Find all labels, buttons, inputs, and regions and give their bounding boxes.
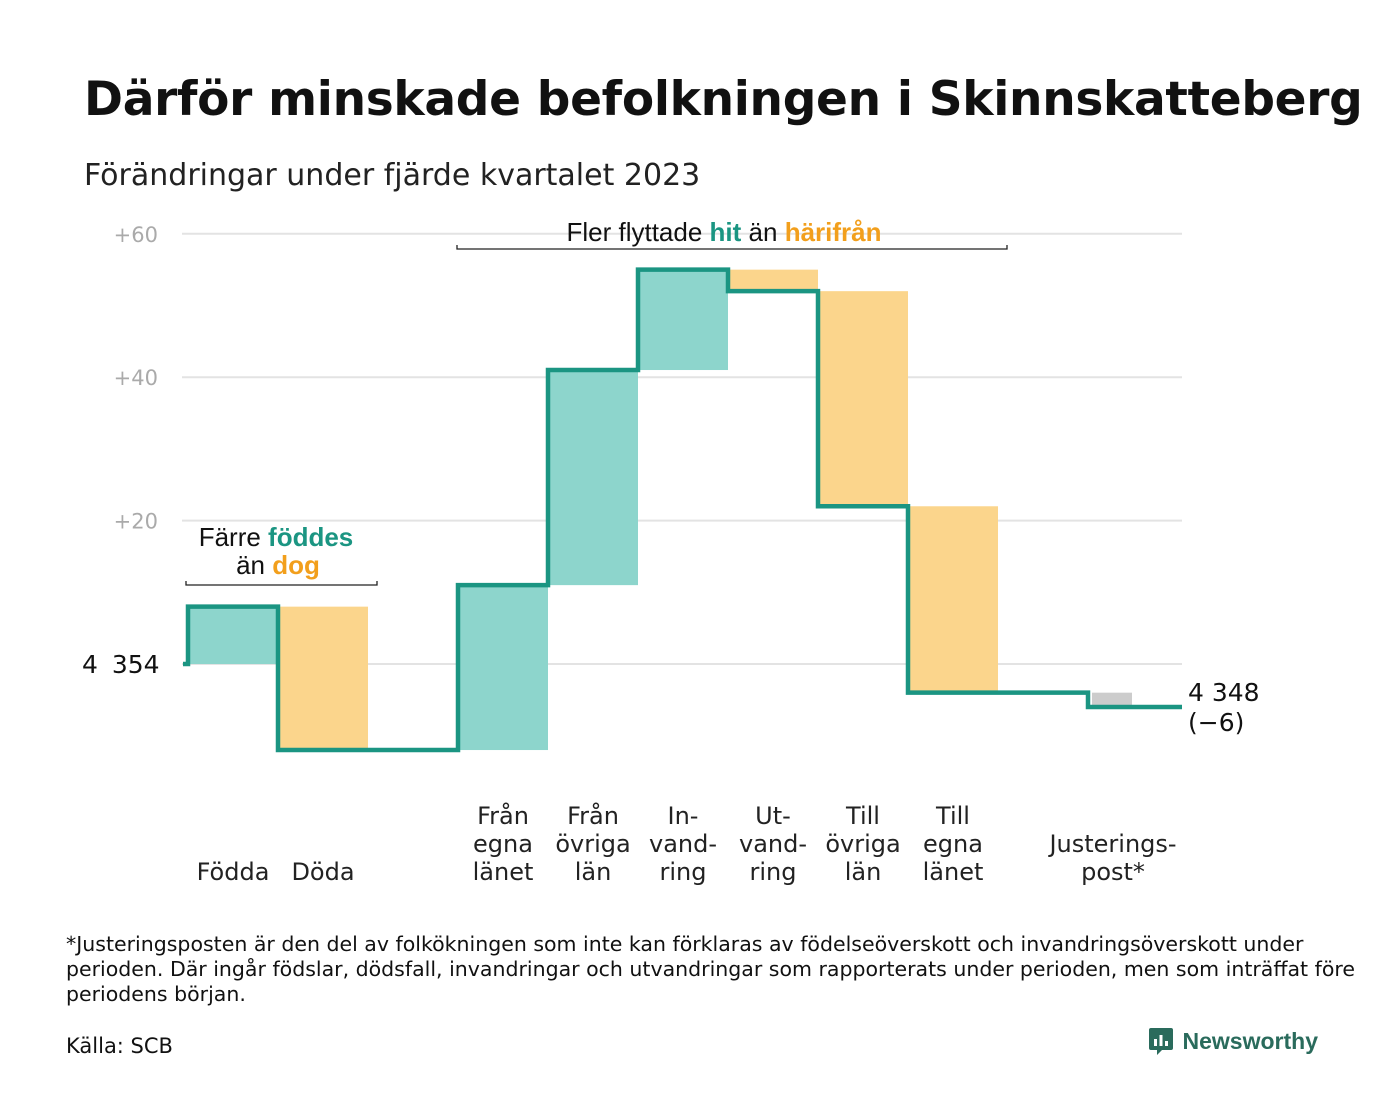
chart-title: Därför minskade befolkningen i Skinnskat… (84, 72, 1363, 127)
category-label: övriga (555, 830, 630, 858)
bar (728, 269, 818, 292)
bar (908, 506, 998, 693)
change-value-label: (−6) (1188, 708, 1244, 737)
y-tick-label: +20 (114, 510, 158, 534)
step-line (183, 267, 1182, 753)
annotation-bracket-births (185, 581, 378, 586)
brand-name: Newsworthy (1182, 1027, 1318, 1054)
y-tick-label: +40 (114, 366, 158, 390)
category-label: övriga (825, 830, 900, 858)
bar (458, 585, 548, 751)
category-label: ring (750, 858, 797, 886)
annotation-births-line2: än dog (236, 550, 320, 580)
end-value-label: 4 348 (1188, 678, 1260, 707)
category-label: län (575, 858, 612, 886)
category-label: länet (473, 858, 534, 886)
start-value-label: 4 354 (82, 650, 160, 679)
category-label: post* (1081, 858, 1145, 886)
bar (1092, 692, 1132, 708)
category-label: Från (567, 801, 619, 830)
footnote: *Justeringsposten är den del av folkökni… (66, 932, 1355, 1006)
category-label: vand- (739, 830, 807, 858)
category-label: egna (923, 830, 983, 858)
chart-subtitle: Förändringar under fjärde kvartalet 2023 (84, 158, 701, 193)
annotation-part: Fler flyttade (566, 217, 709, 247)
category-label: Till (845, 802, 880, 830)
category-label: län (845, 858, 882, 886)
category-label: Ut- (755, 802, 791, 830)
category-label: Justerings- (1047, 830, 1176, 858)
y-tick-label: +60 (114, 223, 158, 247)
annotation-part: hit (710, 217, 742, 247)
annotation-bracket-migration (456, 245, 1008, 250)
annotation-part: föddes (268, 522, 353, 552)
bar (278, 606, 368, 751)
bars (188, 269, 1132, 751)
bar (818, 291, 908, 507)
category-label: Från (477, 801, 529, 830)
brand-logo: Newsworthy (1148, 1026, 1318, 1056)
source-credit: Källa: SCB (66, 1034, 173, 1058)
annotation-part: dog (272, 550, 320, 580)
category-label: Döda (291, 858, 354, 886)
annotation-part: än (236, 550, 272, 580)
annotation-migration: Fler flyttade hit än härifrån (566, 217, 881, 247)
step-line-group (183, 267, 1182, 753)
bar (548, 370, 638, 586)
category-label: Födda (197, 858, 270, 886)
category-label: ring (660, 858, 707, 886)
newsworthy-logo-icon (1148, 1028, 1173, 1055)
annotation-births-line1: Färre föddes (199, 522, 354, 552)
annotation-part: än (741, 217, 784, 247)
annotation-part: härifrån (785, 217, 882, 247)
category-label: länet (923, 858, 984, 886)
category-label: In- (668, 802, 699, 830)
bar (638, 269, 728, 371)
bar (188, 606, 278, 664)
annotation-part: Färre (199, 522, 268, 552)
category-label: Till (935, 802, 970, 830)
category-label: vand- (649, 830, 717, 858)
category-label: egna (473, 830, 533, 858)
